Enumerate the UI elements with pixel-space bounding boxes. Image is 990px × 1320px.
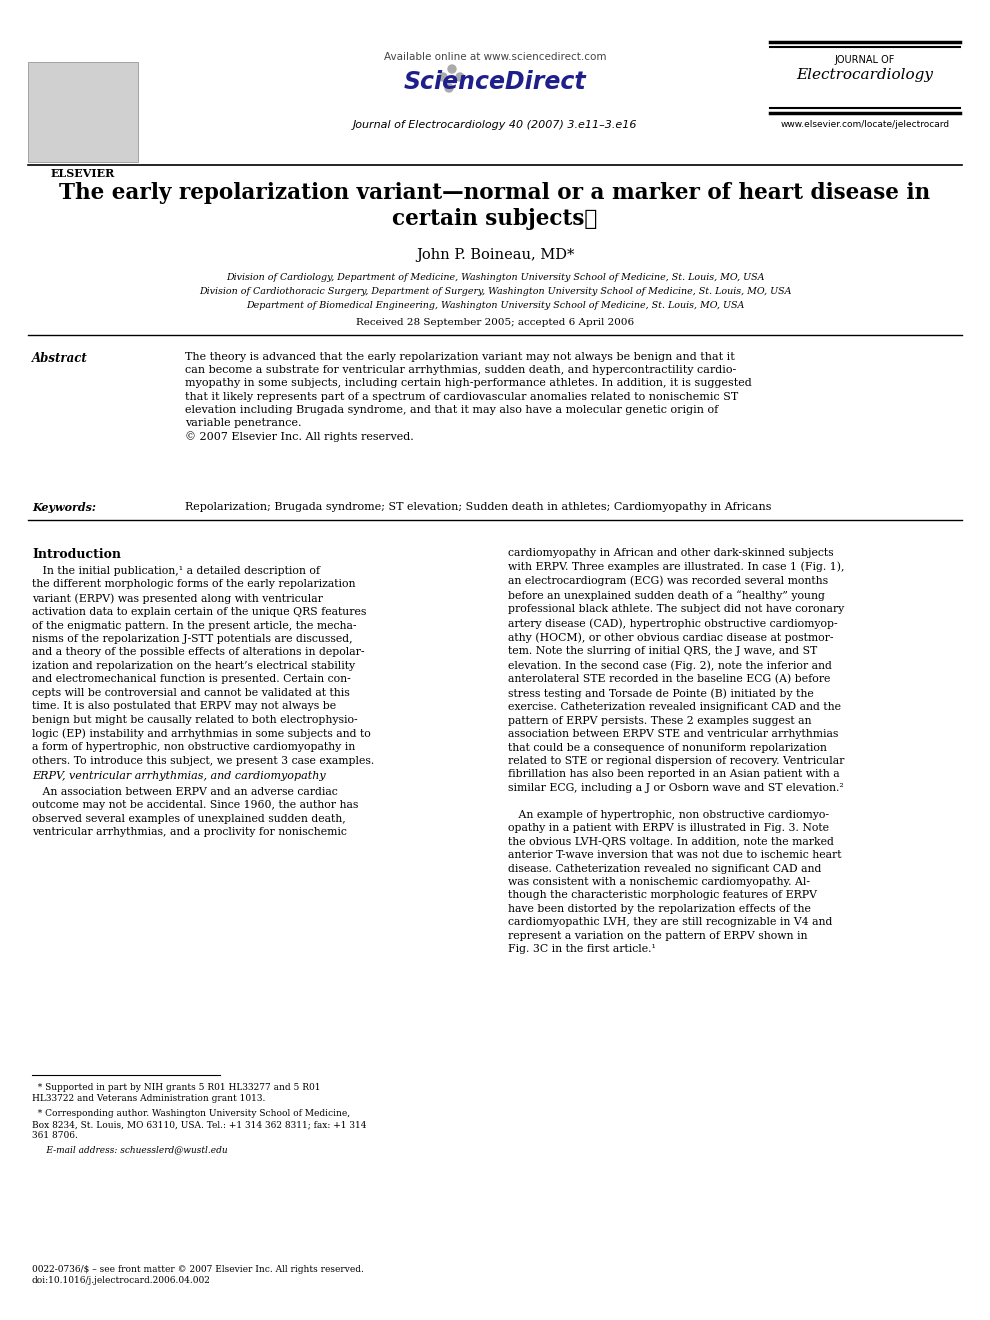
Text: Introduction: Introduction	[32, 548, 121, 561]
Text: ScienceDirect: ScienceDirect	[404, 70, 586, 94]
Text: Keywords:: Keywords:	[32, 502, 96, 513]
Text: The theory is advanced that the early repolarization variant may not always be b: The theory is advanced that the early re…	[185, 352, 751, 442]
Text: John P. Boineau, MD*: John P. Boineau, MD*	[416, 248, 574, 261]
Text: 0022-0736/$ – see front matter © 2007 Elsevier Inc. All rights reserved.
doi:10.: 0022-0736/$ – see front matter © 2007 El…	[32, 1265, 364, 1286]
Text: In the initial publication,¹ a detailed description of
the different morphologic: In the initial publication,¹ a detailed …	[32, 566, 374, 766]
Circle shape	[445, 84, 453, 92]
Text: JOURNAL OF: JOURNAL OF	[835, 55, 895, 65]
Circle shape	[448, 65, 456, 73]
Text: www.elsevier.com/locate/jelectrocard: www.elsevier.com/locate/jelectrocard	[780, 120, 949, 129]
Text: Division of Cardiology, Department of Medicine, Washington University School of : Division of Cardiology, Department of Me…	[226, 273, 764, 282]
Text: Division of Cardiothoracic Surgery, Department of Surgery, Washington University: Division of Cardiothoracic Surgery, Depa…	[199, 286, 791, 296]
Text: * Corresponding author. Washington University School of Medicine,
Box 8234, St. : * Corresponding author. Washington Unive…	[32, 1109, 366, 1140]
Circle shape	[456, 73, 464, 81]
Text: ERPV, ventricular arrhythmias, and cardiomyopathy: ERPV, ventricular arrhythmias, and cardi…	[32, 771, 326, 781]
Circle shape	[439, 73, 447, 81]
Text: Journal of Electrocardiology 40 (2007) 3.e11–3.e16: Journal of Electrocardiology 40 (2007) 3…	[352, 120, 638, 129]
Text: Electrocardiology: Electrocardiology	[797, 69, 934, 82]
Text: Repolarization; Brugada syndrome; ST elevation; Sudden death in athletes; Cardio: Repolarization; Brugada syndrome; ST ele…	[185, 502, 771, 512]
Text: * Supported in part by NIH grants 5 R01 HL33277 and 5 R01
HL33722 and Veterans A: * Supported in part by NIH grants 5 R01 …	[32, 1082, 321, 1104]
Text: The early repolarization variant—normal or a marker of heart disease in: The early repolarization variant—normal …	[59, 182, 931, 205]
Text: Received 28 September 2005; accepted 6 April 2006: Received 28 September 2005; accepted 6 A…	[356, 318, 634, 327]
Text: An association between ERPV and an adverse cardiac
outcome may not be accidental: An association between ERPV and an adver…	[32, 787, 358, 837]
Text: cardiomyopathy in African and other dark-skinned subjects
with ERPV. Three examp: cardiomyopathy in African and other dark…	[508, 548, 844, 954]
FancyBboxPatch shape	[28, 62, 138, 162]
Text: Abstract: Abstract	[32, 352, 88, 366]
Text: certain subjects☆: certain subjects☆	[392, 209, 598, 230]
Text: ELSEVIER: ELSEVIER	[50, 168, 115, 180]
Text: Available online at www.sciencedirect.com: Available online at www.sciencedirect.co…	[384, 51, 606, 62]
Text: E-mail address: schuesslerd@wustl.edu: E-mail address: schuesslerd@wustl.edu	[32, 1144, 228, 1154]
Text: Department of Biomedical Engineering, Washington University School of Medicine, : Department of Biomedical Engineering, Wa…	[246, 301, 744, 310]
